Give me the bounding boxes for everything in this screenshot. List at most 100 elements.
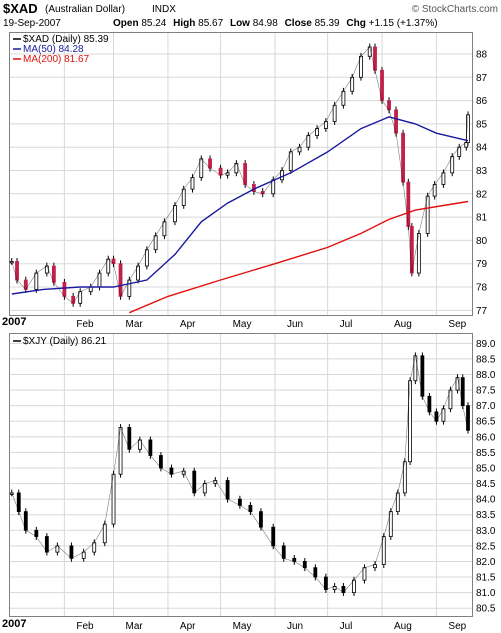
bottom-panel-y-ticks: 80.5 81.0 81.5 82.0 82.5 83.0 83.5 84.0 84.5 85.0… [476,339,496,615]
top-panel-x-axis: Feb Mar Apr May Jun Jul Aug Sep 2007 [2,316,467,330]
x-month-label: Feb [76,621,94,632]
y-tick-label: 81.5 [476,573,496,584]
x-month-label: Apr [180,319,196,330]
top-panel-frame [9,32,473,316]
price-bar-body [281,545,286,559]
bottom-panel-grid [10,334,472,616]
y-tick-label: 82 [476,189,488,200]
x-month-label: Mar [126,319,144,330]
x-month-label: May [233,319,252,330]
y-tick-label: 81.0 [476,588,496,599]
symbol-exchange: INDX [152,4,176,15]
price-bar-body [92,542,97,553]
y-tick-label: 83.5 [476,510,496,521]
x-month-label: Sep [448,621,466,632]
x-month-label: Jul [340,621,353,632]
price-bar-body [271,526,276,547]
price-bar-body [225,480,230,500]
y-tick-label: 80 [476,236,488,247]
price-bar-body [323,576,328,590]
bottom-legend: $XJY (Daily) 86.21 [13,336,107,347]
y-tick-label: 78 [476,283,488,294]
y-tick-label: 88 [476,49,488,60]
y-tick-label: 87 [476,73,488,84]
price-bar-body [202,483,207,494]
top-panel-grid [10,33,472,315]
price-bar-body [352,579,356,594]
y-tick-label: 84 [476,143,488,154]
bottom-panel-frame [9,333,473,617]
y-tick-label: 86.5 [476,417,496,428]
y-tick-label: 77 [476,306,488,317]
price-bar-body [192,470,197,494]
y-tick-label: 84.0 [476,495,496,506]
y-tick-label: 82.0 [476,557,496,568]
x-month-label: Aug [394,319,412,330]
price-bar-body [44,536,49,553]
y-tick-label: 85.5 [476,448,496,459]
x-month-label: Sep [448,319,466,330]
price-bar-body [69,545,74,559]
y-tick-label: 87.5 [476,386,496,397]
y-tick-label: 82.5 [476,541,496,552]
chg-value: +1.15 (+1.37%) [369,18,438,29]
y-tick-label: 85 [476,119,488,130]
open-label: Open [113,18,139,29]
close-label: Close [285,18,313,29]
price-bar-body [62,281,67,297]
price-bar-body [159,455,163,469]
price-close-line [11,46,469,304]
chg-label: Chg [346,18,365,29]
y-tick-label: 86.0 [476,432,496,443]
y-tick-label: 83.0 [476,526,496,537]
low-value: 84.98 [253,18,278,29]
x-month-label: Jun [287,319,303,330]
y-tick-label: 86 [476,96,488,107]
y-tick-label: 80.5 [476,604,496,615]
price-bar-body [218,167,223,176]
bottom-panel-x-axis: Feb Mar Apr May Jun Jul Aug Sep 2007 [2,618,467,632]
y-tick-label: 88.5 [476,354,496,365]
y-tick-label: 87.0 [476,401,496,412]
top-panel-y-ticks: 77 78 79 80 81 82 83 84 85 86 87 88 [476,49,488,316]
top-legend: $XAD (Daily) 85.39 MA(50) 84.28 MA(200) … [13,34,109,65]
y-tick-label: 84.5 [476,479,496,490]
legend-ma200: MA(200) 81.67 [23,54,90,65]
quote-date: 19-Sep-2007 [3,18,61,29]
x-month-label: Feb [76,319,94,330]
high-label: High [173,18,195,29]
bottom-panel-series [9,352,470,597]
price-bar-body [102,523,107,544]
x-month-label: Jun [287,621,303,632]
x-month-label: Jul [340,319,353,330]
x-year-label: 2007 [2,316,26,328]
symbol-name: (Australian Dollar) [45,4,125,15]
price-bar-body [148,439,153,456]
credit-text: © StockCharts.com [412,4,498,15]
legend-ma50: MA(50) 84.28 [23,44,84,55]
price-bar-body [259,511,263,528]
x-year-label: 2007 [2,618,26,630]
y-tick-label: 88.0 [476,370,496,381]
y-tick-label: 83 [476,166,488,177]
price-bar-body [271,179,276,195]
high-value: 85.67 [198,18,223,29]
legend-xad: $XAD (Daily) 85.39 [23,34,109,45]
price-bar-body [81,551,86,559]
y-tick-label: 89.0 [476,339,496,350]
x-month-label: Mar [126,621,144,632]
ma50-line [11,116,469,295]
x-month-label: Aug [394,621,412,632]
y-tick-label: 79 [476,259,488,270]
price-bar-body [362,567,367,581]
y-tick-label: 85.0 [476,463,496,474]
price-bar-body [237,498,242,506]
quote-line: Open 85.24 High 85.67 Low 84.98 Close 85… [113,18,438,29]
price-bar-body [34,272,39,290]
x-month-label: May [233,621,252,632]
price-bar-body [313,567,318,578]
symbol-title: $XAD [3,1,38,16]
y-tick-label: 81 [476,213,488,224]
ma200-line [129,200,469,314]
